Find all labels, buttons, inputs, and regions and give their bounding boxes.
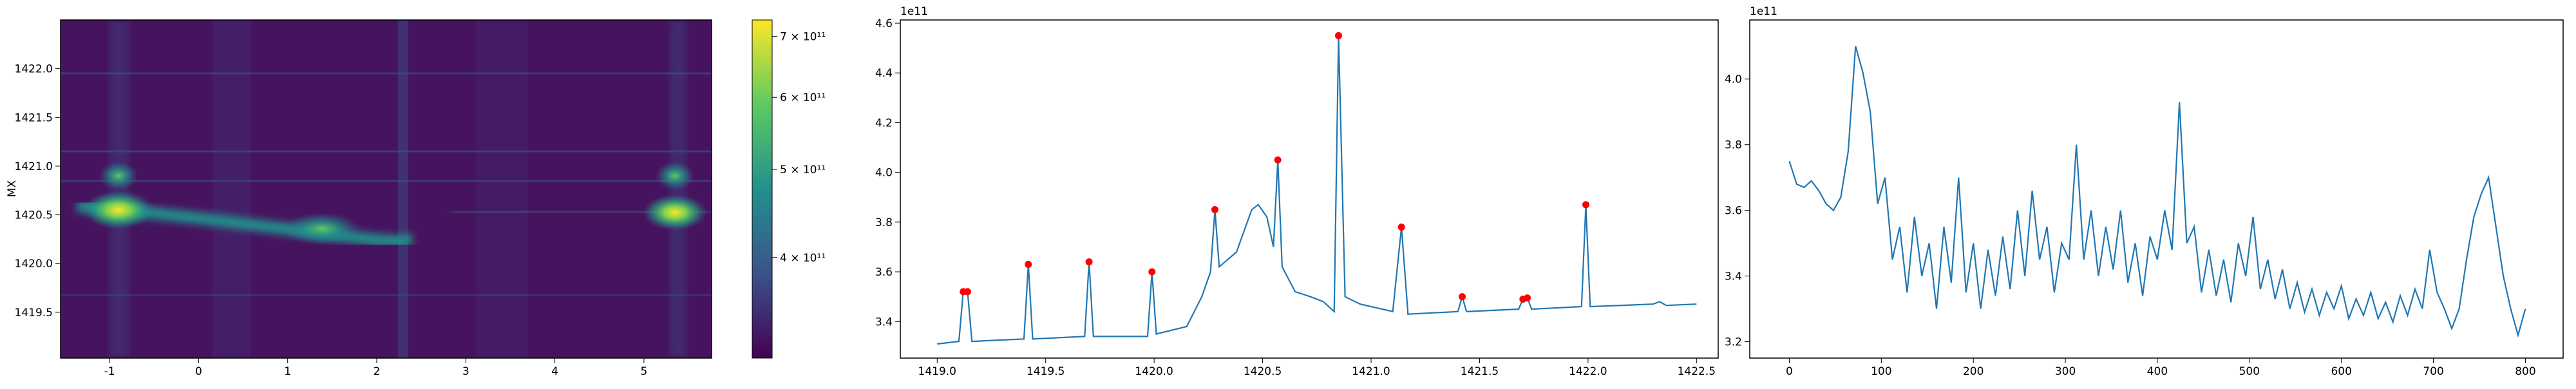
x-tick-label: 0 — [1786, 365, 1793, 378]
x-tick-label: 0 — [195, 365, 202, 378]
x-tick-label: 1421.5 — [1461, 365, 1499, 378]
y-tick-label: 4.4 — [875, 67, 893, 80]
peak-marker — [1025, 260, 1032, 268]
y-tick-label: 4.0 — [1725, 73, 1742, 86]
x-tick-label: 1422.0 — [1569, 365, 1607, 378]
colorbar-tick-label: 4 × 10¹¹ — [780, 252, 826, 265]
peak-marker — [1458, 293, 1466, 301]
colorbar — [752, 19, 773, 359]
x-tick-label: -1 — [104, 365, 115, 378]
y-tick-label: 1420.0 — [15, 258, 53, 270]
y-tick-label: 1421.5 — [15, 111, 53, 124]
offset-text: 1e11 — [900, 5, 928, 18]
x-tick-label: 1419.5 — [1027, 365, 1065, 378]
y-tick-label: 1419.5 — [15, 307, 53, 319]
peak-marker — [963, 288, 971, 296]
x-tick-label: 1 — [284, 365, 291, 378]
x-tick-label: 2 — [374, 365, 381, 378]
axes-frame — [900, 19, 1719, 359]
x-tick-label: 1420.0 — [1135, 365, 1173, 378]
y-tick-label: 1422.0 — [15, 63, 53, 76]
x-tick-label: 800 — [2515, 365, 2535, 378]
y-tick-label: 4.6 — [875, 17, 893, 30]
offset-text: 1e11 — [1750, 5, 1777, 18]
peak-marker — [1524, 294, 1531, 302]
x-tick-label: 400 — [2147, 365, 2168, 378]
colorbar-tick-label: 5 × 10¹¹ — [780, 164, 826, 176]
x-tick-label: 300 — [2055, 365, 2076, 378]
y-tick-label: 3.6 — [875, 266, 893, 279]
data-line — [1788, 46, 2526, 338]
y-tick-label: 3.8 — [875, 216, 893, 229]
x-tick-label: 3 — [462, 365, 469, 378]
data-line — [937, 35, 1697, 345]
peak-marker — [1274, 156, 1282, 164]
x-tick-label: 200 — [1963, 365, 1984, 378]
y-tick-label: 3.6 — [1725, 205, 1742, 218]
axes-frame — [60, 19, 712, 359]
y-tick-label: 1420.5 — [15, 209, 53, 222]
x-tick-label: 1420.5 — [1244, 365, 1282, 378]
colorbar-tick-label: 7 × 10¹¹ — [780, 31, 826, 44]
y-tick-label: 4.2 — [875, 117, 893, 129]
y-tick-label: 3.4 — [1725, 270, 1742, 283]
x-tick-label: 1419.0 — [918, 365, 956, 378]
peak-marker — [1148, 268, 1156, 276]
peak-marker — [1397, 223, 1405, 231]
x-tick-label: 100 — [1871, 365, 1891, 378]
y-tick-label: 4.0 — [875, 167, 893, 180]
y-tick-label: 1421.0 — [15, 160, 53, 173]
x-tick-label: 600 — [2331, 365, 2351, 378]
peak-marker — [1582, 201, 1590, 209]
y-tick-label: 3.8 — [1725, 139, 1742, 152]
x-tick-label: 5 — [640, 365, 647, 378]
colorbar-tick-label: 6 × 10¹¹ — [780, 91, 826, 104]
x-tick-label: 700 — [2423, 365, 2443, 378]
x-tick-label: 500 — [2239, 365, 2260, 378]
peak-marker — [1334, 32, 1342, 39]
peak-marker — [1085, 258, 1093, 266]
y-tick-label: 3.2 — [1725, 336, 1742, 349]
heatmap-image — [61, 20, 712, 358]
peak-marker — [1211, 206, 1218, 214]
y-tick-label: 3.4 — [875, 316, 893, 328]
y-axis-label: MX — [6, 180, 19, 197]
x-tick-label: 1422.5 — [1678, 365, 1716, 378]
axes-frame — [1749, 19, 2564, 359]
x-tick-label: 1421.0 — [1352, 365, 1390, 378]
x-tick-label: 4 — [551, 365, 558, 378]
